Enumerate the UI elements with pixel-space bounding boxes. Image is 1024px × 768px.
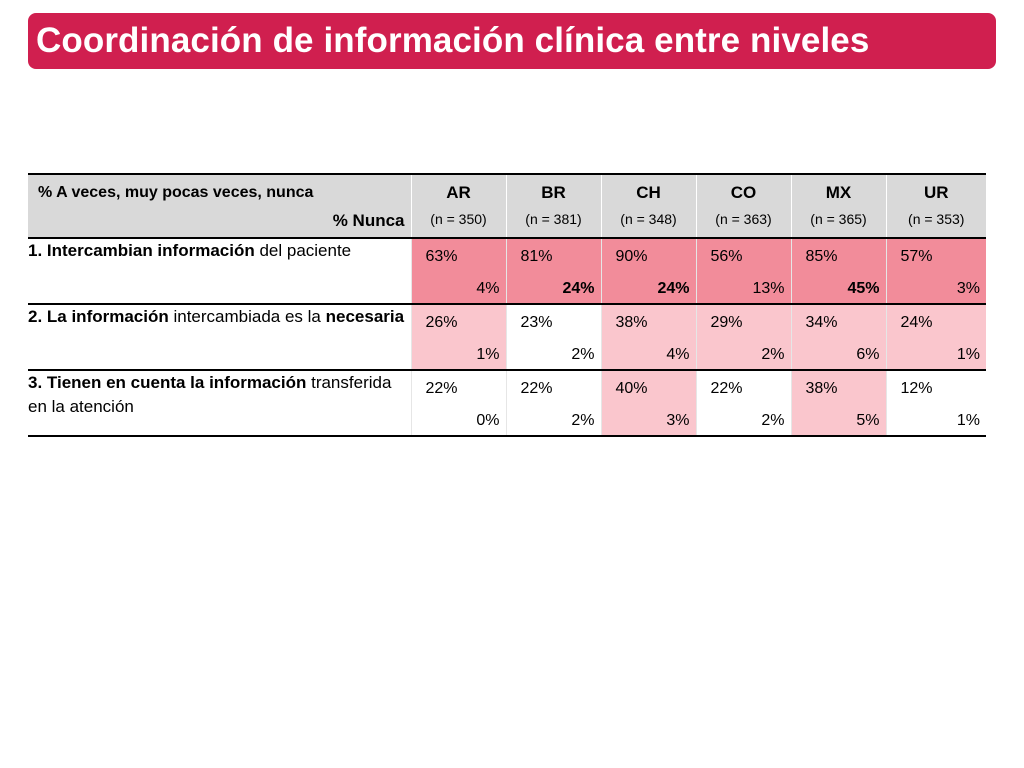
- pct-sometimes: 38%: [615, 314, 648, 331]
- country-code: CO: [730, 183, 757, 202]
- pct-never: 45%: [847, 280, 880, 297]
- value-cell: 22% 2%: [505, 370, 601, 436]
- pct-never: 2%: [571, 346, 595, 363]
- value-cell: 34% 6%: [790, 304, 886, 370]
- table-row: 2. La información intercambiada es la ne…: [28, 304, 986, 370]
- row-label: 3. Tienen en cuenta la información trans…: [28, 370, 411, 436]
- pct-never: 4%: [666, 346, 690, 363]
- pct-sometimes: 63%: [425, 248, 458, 265]
- table-row: 1. Intercambian información del paciente…: [28, 238, 986, 304]
- pct-never: 13%: [752, 280, 785, 297]
- country-code: BR: [541, 183, 566, 202]
- pct-never: 1%: [956, 412, 980, 429]
- row-label-bold: 1. Intercambian información: [28, 241, 255, 260]
- sample-size: (n = 353): [908, 211, 965, 227]
- pct-never: 3%: [666, 412, 690, 429]
- column-header-ar: AR (n = 350): [410, 174, 506, 238]
- pct-sometimes: 56%: [710, 248, 743, 265]
- sample-size: (n = 381): [525, 211, 582, 227]
- value-cell: 56% 13%: [695, 238, 791, 304]
- pct-sometimes: 90%: [615, 248, 648, 265]
- pct-sometimes: 23%: [520, 314, 553, 331]
- sample-size: (n = 365): [810, 211, 867, 227]
- pct-sometimes: 22%: [710, 380, 743, 397]
- country-code: CH: [636, 183, 661, 202]
- value-cell: 29% 2%: [695, 304, 791, 370]
- row-label-rest: del paciente: [254, 241, 352, 260]
- row-label: 2. La información intercambiada es la ne…: [28, 304, 411, 370]
- pct-never: 1%: [956, 346, 980, 363]
- pct-sometimes: 26%: [425, 314, 458, 331]
- value-cell: 40% 3%: [600, 370, 696, 436]
- page-title: Coordinación de información clínica entr…: [36, 21, 870, 60]
- country-code: UR: [923, 183, 949, 202]
- header-label-line2: % Nunca: [332, 211, 405, 230]
- pct-sometimes: 24%: [900, 314, 933, 331]
- column-header-co: CO (n = 363): [695, 174, 791, 238]
- pct-sometimes: 22%: [520, 380, 553, 397]
- value-cell: 22% 2%: [695, 370, 791, 436]
- pct-sometimes: 85%: [805, 248, 838, 265]
- pct-never: 5%: [856, 412, 880, 429]
- title-banner: Coordinación de información clínica entr…: [28, 13, 996, 69]
- value-cell: 38% 5%: [790, 370, 886, 436]
- table-row: 3. Tienen en cuenta la información trans…: [28, 370, 986, 436]
- table-header-row: % A veces, muy pocas veces, nunca % Nunc…: [28, 174, 986, 238]
- value-cell: 23% 2%: [505, 304, 601, 370]
- pct-sometimes: 40%: [615, 380, 648, 397]
- pct-never: 24%: [562, 280, 595, 297]
- sample-size: (n = 350): [430, 211, 487, 227]
- pct-never: 4%: [476, 280, 500, 297]
- column-header-ur: UR (n = 353): [885, 174, 986, 238]
- header-label-cell: % A veces, muy pocas veces, nunca % Nunc…: [28, 174, 411, 238]
- header-label-line1: % A veces, muy pocas veces, nunca: [38, 184, 314, 201]
- coordination-table: % A veces, muy pocas veces, nunca % Nunc…: [28, 173, 986, 437]
- pct-never: 1%: [476, 346, 500, 363]
- column-header-ch: CH (n = 348): [600, 174, 696, 238]
- pct-never: 2%: [571, 412, 595, 429]
- pct-sometimes: 22%: [425, 380, 458, 397]
- pct-sometimes: 57%: [900, 248, 933, 265]
- pct-sometimes: 81%: [520, 248, 553, 265]
- row-label-bold: 2. La información: [28, 307, 169, 326]
- sample-size: (n = 363): [715, 211, 772, 227]
- value-cell: 24% 1%: [885, 304, 986, 370]
- country-code: AR: [446, 183, 471, 202]
- pct-never: 24%: [657, 280, 690, 297]
- value-cell: 12% 1%: [885, 370, 986, 436]
- pct-never: 2%: [761, 346, 785, 363]
- pct-sometimes: 34%: [805, 314, 838, 331]
- value-cell: 57% 3%: [885, 238, 986, 304]
- pct-never: 0%: [476, 412, 500, 429]
- row-label-rest: intercambiada es la: [168, 307, 326, 326]
- pct-never: 2%: [761, 412, 785, 429]
- value-cell: 38% 4%: [600, 304, 696, 370]
- column-header-br: BR (n = 381): [505, 174, 601, 238]
- sample-size: (n = 348): [620, 211, 677, 227]
- value-cell: 22% 0%: [410, 370, 506, 436]
- row-label-rest: transferida en la atención: [28, 373, 392, 416]
- value-cell: 63% 4%: [410, 238, 506, 304]
- row-label: 1. Intercambian información del paciente: [28, 238, 411, 304]
- row-label-bold-end: necesaria: [325, 307, 405, 326]
- value-cell: 26% 1%: [410, 304, 506, 370]
- value-cell: 85% 45%: [790, 238, 886, 304]
- value-cell: 90% 24%: [600, 238, 696, 304]
- pct-sometimes: 38%: [805, 380, 838, 397]
- country-code: MX: [825, 183, 852, 202]
- pct-sometimes: 12%: [900, 380, 933, 397]
- pct-sometimes: 29%: [710, 314, 743, 331]
- value-cell: 81% 24%: [505, 238, 601, 304]
- row-label-bold: 3. Tienen en cuenta la información: [28, 373, 307, 392]
- pct-never: 3%: [956, 280, 980, 297]
- column-header-mx: MX (n = 365): [790, 174, 886, 238]
- pct-never: 6%: [856, 346, 880, 363]
